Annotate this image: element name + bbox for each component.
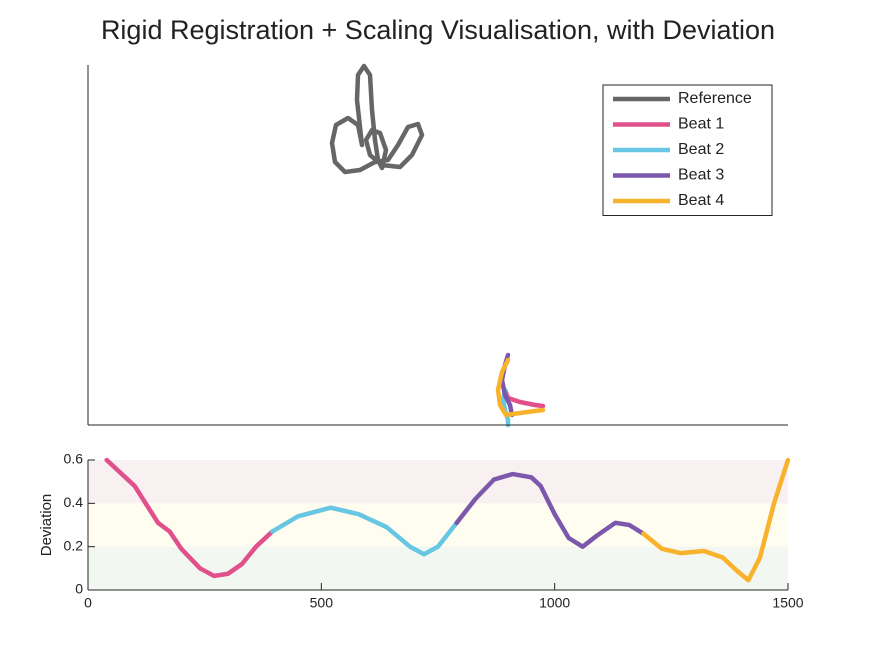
legend-label: Beat 3 (678, 167, 724, 184)
x-tick-label: 0 (84, 595, 92, 611)
threshold-band (88, 460, 788, 504)
threshold-band (88, 503, 788, 547)
y-tick-label: 0.2 (64, 537, 84, 553)
y-tick-label: 0 (75, 581, 83, 597)
series-line (104, 457, 275, 579)
legend-label: Reference (678, 90, 752, 107)
legend: Reference Beat 1 Beat 2 Beat 3 Beat 4 (602, 84, 773, 216)
y-axis-label: Deviation (38, 494, 55, 557)
series-line (454, 471, 646, 549)
y-tick-label: 0.4 (64, 494, 84, 510)
x-tick-label: 1500 (772, 595, 803, 611)
figure-title: Rigid Registration + Scaling Visualisati… (101, 15, 775, 45)
series-line (641, 457, 791, 583)
x-tick-label: 500 (310, 595, 334, 611)
legend-label: Beat 4 (678, 192, 724, 209)
series-line (270, 505, 459, 557)
legend-label: Beat 2 (678, 141, 724, 158)
legend-label: Beat 1 (678, 116, 724, 133)
series-line (329, 63, 425, 175)
series-line (495, 357, 546, 418)
x-tick-label: 1000 (539, 595, 570, 611)
y-tick-label: 0.6 (64, 451, 84, 467)
